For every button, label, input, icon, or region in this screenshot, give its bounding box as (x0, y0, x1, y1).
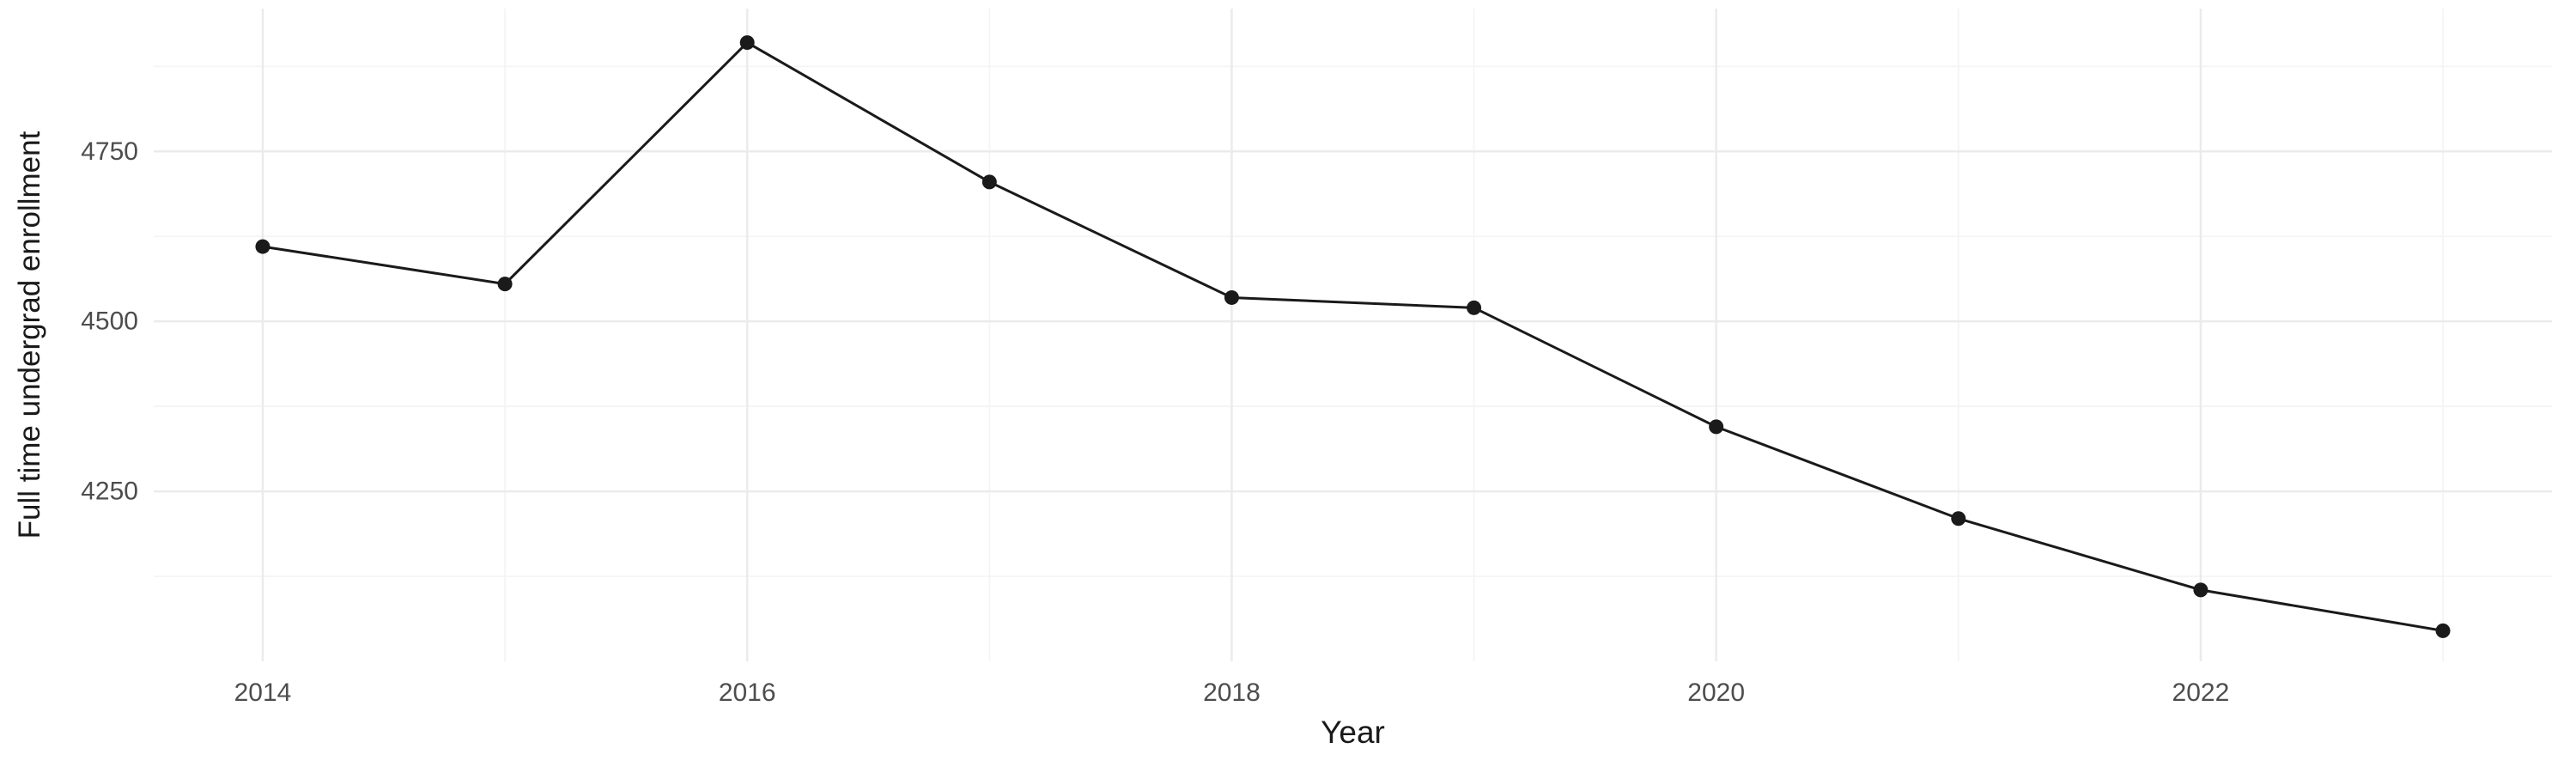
data-point (2435, 623, 2451, 638)
data-point (739, 35, 755, 51)
data-point (981, 174, 997, 190)
data-point (255, 239, 270, 254)
data-point (1951, 511, 1966, 526)
data-point (1709, 419, 1724, 435)
data-point (1224, 289, 1239, 305)
y-tick-label: 4500 (81, 307, 138, 336)
x-tick-label: 2022 (2172, 679, 2230, 707)
y-tick-label: 4250 (81, 478, 138, 506)
x-tick-label: 2014 (234, 679, 292, 707)
enrollment-line (261, 41, 2445, 632)
y-axis-label: Full time undergrad enrollment (13, 131, 46, 539)
y-tick-label: 4750 (81, 137, 138, 166)
x-tick-label: 2018 (1203, 679, 1261, 707)
data-point (2193, 582, 2208, 598)
x-axis-label: Year (1321, 715, 1385, 750)
data-point (497, 277, 513, 292)
data-point (1467, 300, 1482, 315)
x-tick-label: 2016 (719, 679, 776, 707)
x-tick-label: 2020 (1687, 679, 1745, 707)
panel-background (154, 9, 2552, 661)
